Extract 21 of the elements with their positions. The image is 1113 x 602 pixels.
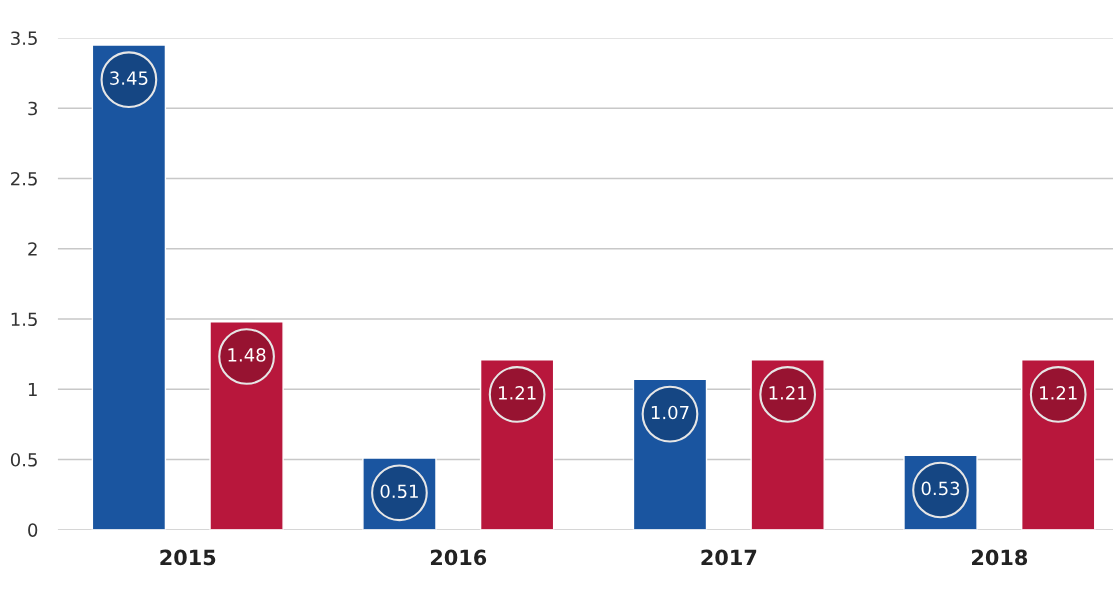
bar xyxy=(91,44,167,530)
data-label: 1.21 xyxy=(1040,386,1077,400)
data-label: 1.48 xyxy=(228,348,266,362)
y-tick-label: 0.5 xyxy=(10,452,37,467)
data-label: 1.07 xyxy=(651,405,689,420)
x-tick-label: 2017 xyxy=(701,549,757,566)
y-tick-label: 3.5 xyxy=(11,31,37,46)
data-label: 0.53 xyxy=(921,481,960,496)
y-tick-label: 2.5 xyxy=(11,171,37,186)
y-tick-label: 1 xyxy=(28,382,37,397)
y-tick-label: 3 xyxy=(28,101,37,116)
data-label: 1.21 xyxy=(769,386,807,400)
data-label: 1.21 xyxy=(499,386,536,400)
data-label: 0.51 xyxy=(380,484,418,499)
y-tick-label: 2 xyxy=(28,242,37,256)
data-label: 3.45 xyxy=(110,71,148,85)
x-tick-label: 2018 xyxy=(972,549,1028,566)
x-tick-label: 2015 xyxy=(160,549,216,566)
y-tick-label: 1.5 xyxy=(11,312,37,327)
y-tick-label: 0 xyxy=(28,523,38,537)
x-tick-label: 2016 xyxy=(430,549,487,566)
